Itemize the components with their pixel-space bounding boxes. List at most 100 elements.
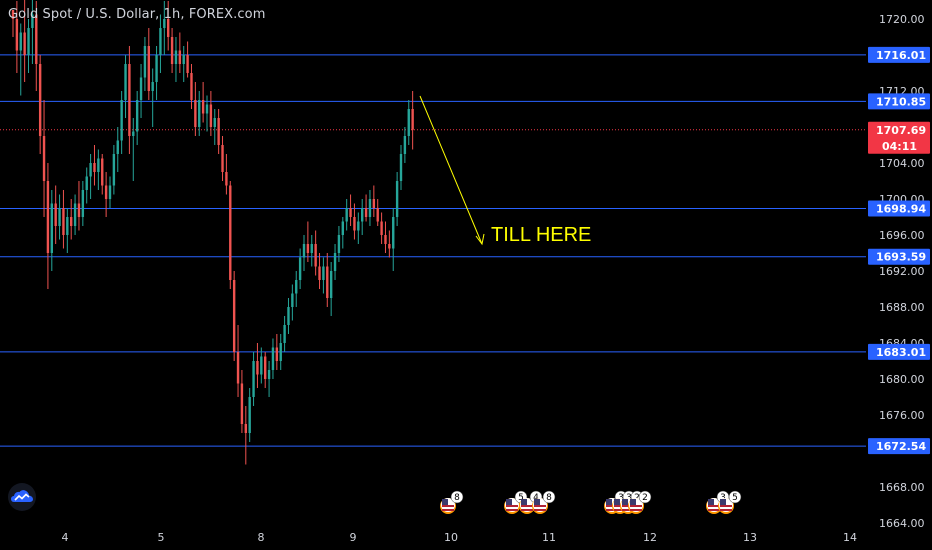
event-marker[interactable]: 5 bbox=[504, 490, 528, 514]
arrow-shaft bbox=[419, 95, 483, 245]
candle-body bbox=[306, 244, 310, 253]
candle bbox=[322, 257, 325, 294]
event-marker[interactable]: 5 bbox=[718, 490, 742, 514]
flag-stripe bbox=[708, 509, 720, 511]
candle bbox=[147, 28, 150, 100]
candle bbox=[11, 10, 15, 37]
candle bbox=[306, 221, 310, 262]
candle-body bbox=[357, 221, 360, 231]
candle-body bbox=[27, 28, 30, 55]
level-price-tag-box bbox=[868, 438, 930, 455]
candle-body bbox=[244, 424, 247, 433]
candle bbox=[194, 82, 197, 136]
flag-stripe bbox=[630, 509, 642, 511]
candle bbox=[225, 154, 228, 195]
time-tick-label: 12 bbox=[643, 531, 657, 544]
tradingview-cloud-icon[interactable] bbox=[8, 483, 36, 511]
candle bbox=[337, 226, 341, 262]
candle bbox=[252, 352, 255, 406]
time-tick-label: 13 bbox=[743, 531, 757, 544]
candle-body bbox=[314, 244, 317, 267]
candle-body bbox=[132, 131, 135, 136]
candle bbox=[326, 253, 329, 307]
event-marker[interactable]: 4 bbox=[519, 490, 543, 514]
candle bbox=[93, 145, 96, 186]
candle bbox=[108, 176, 112, 208]
candle bbox=[236, 325, 240, 397]
candle bbox=[279, 334, 282, 370]
flag-stripe bbox=[442, 509, 454, 511]
candle bbox=[287, 298, 290, 334]
candle-body bbox=[182, 55, 185, 64]
candle-body bbox=[89, 163, 92, 177]
candle bbox=[46, 163, 50, 289]
candle bbox=[167, 1, 170, 51]
flag-canton bbox=[622, 499, 628, 505]
candle bbox=[310, 235, 313, 267]
candle-body bbox=[186, 55, 189, 73]
candle-body bbox=[35, 14, 38, 64]
event-marker[interactable]: 3 bbox=[706, 490, 730, 514]
candle-body bbox=[376, 208, 379, 222]
event-count: 5 bbox=[518, 493, 524, 503]
candle bbox=[163, 1, 166, 55]
candle-body bbox=[101, 158, 104, 186]
candle-body bbox=[345, 208, 348, 222]
candle-body bbox=[279, 343, 282, 361]
event-count: 2 bbox=[634, 493, 640, 503]
candle bbox=[318, 253, 321, 289]
event-count: 2 bbox=[642, 493, 648, 503]
event-marker[interactable]: 8 bbox=[532, 490, 556, 514]
candle bbox=[190, 64, 193, 109]
level-price-tag: 1710.85 bbox=[868, 93, 930, 110]
flag-stripe bbox=[521, 505, 533, 507]
candle bbox=[267, 361, 271, 397]
chart-title: Gold Spot / U.S. Dollar, 1h, FOREX.com bbox=[8, 7, 266, 22]
candle-body bbox=[11, 10, 15, 19]
candle-body bbox=[267, 370, 271, 379]
event-count: 8 bbox=[546, 493, 552, 503]
candle bbox=[361, 199, 364, 235]
candle-body bbox=[407, 109, 410, 136]
candle-body bbox=[73, 203, 77, 226]
flag-stripe bbox=[720, 505, 732, 507]
candle bbox=[198, 91, 201, 136]
candle bbox=[271, 338, 275, 379]
time-axis[interactable]: 4 5 8 9 10 11 12 13 14 bbox=[62, 531, 858, 544]
candle bbox=[291, 284, 294, 321]
candle-body bbox=[58, 208, 61, 226]
flag-stripe bbox=[442, 505, 454, 507]
candle-body bbox=[116, 140, 119, 154]
candle bbox=[15, 1, 19, 73]
candle bbox=[260, 347, 263, 384]
candle-body bbox=[167, 19, 170, 37]
candles bbox=[11, 0, 414, 465]
flag-stripe bbox=[614, 509, 626, 511]
candle bbox=[333, 244, 337, 280]
event-marker[interactable]: 2 bbox=[628, 490, 652, 514]
candle bbox=[295, 271, 298, 307]
candle-body bbox=[77, 203, 81, 217]
candle-body bbox=[104, 185, 108, 199]
candle bbox=[411, 91, 414, 150]
candle bbox=[217, 109, 220, 154]
event-marker[interactable]: 8 bbox=[440, 490, 464, 514]
flag-stripe bbox=[506, 505, 518, 507]
candle-body bbox=[201, 100, 205, 114]
candle bbox=[73, 194, 77, 235]
flag-canton bbox=[442, 499, 448, 505]
candle bbox=[132, 118, 135, 181]
candle-body bbox=[97, 158, 100, 172]
price-tick-label: 1680.00 bbox=[879, 373, 925, 386]
candle-body bbox=[240, 383, 244, 424]
candle bbox=[112, 145, 116, 195]
candle-body bbox=[221, 145, 224, 172]
candle-body bbox=[62, 208, 65, 235]
event-count-badge bbox=[638, 490, 652, 504]
flag-stripe bbox=[622, 509, 634, 511]
candle-body bbox=[135, 100, 139, 132]
flag-stripe bbox=[606, 509, 618, 511]
